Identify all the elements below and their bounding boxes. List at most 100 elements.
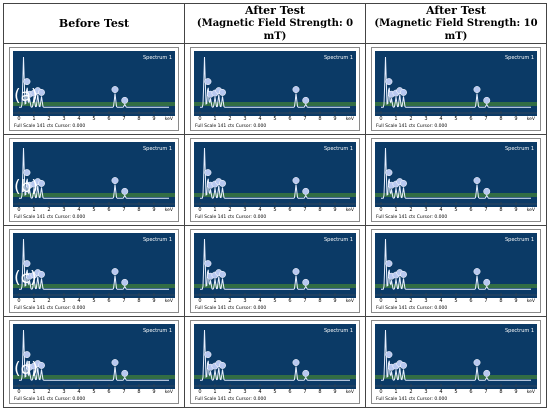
peak-marker	[473, 359, 481, 366]
x-tick-label: 7	[303, 207, 306, 213]
spectrum-title: Spectrum 1	[324, 328, 353, 334]
x-tick-label: 2	[228, 389, 231, 395]
spectrum-title: Spectrum 1	[143, 55, 172, 61]
x-tick-label: 6	[469, 116, 472, 122]
spectrum-line	[200, 329, 350, 381]
peak-marker	[121, 278, 129, 286]
x-tick-label: 7	[122, 207, 125, 213]
x-tick-label: 6	[288, 207, 291, 213]
x-tick-label: 2	[409, 298, 412, 304]
peak-marker	[204, 260, 212, 268]
x-tick-label: 9	[333, 298, 336, 304]
x-tick-label: 0	[198, 298, 201, 304]
x-tick-label: 2	[228, 298, 231, 304]
row-label-d: (d)	[14, 359, 39, 379]
peak-marker	[204, 78, 212, 86]
footer-text: Full Scale 141 cts Cursor: 0.000	[195, 214, 266, 220]
x-tick-label: 5	[273, 298, 276, 304]
x-tick-label: 9	[152, 116, 155, 122]
x-tick-label: 3	[243, 298, 246, 304]
x-tick-label: 0	[17, 207, 20, 213]
peak-marker	[473, 177, 481, 184]
peak-marker	[292, 359, 300, 366]
x-tick-label: 0	[17, 298, 20, 304]
x-tick-label: 8	[318, 116, 321, 122]
peak-marker	[292, 268, 300, 275]
baseline-band	[194, 375, 356, 379]
x-tick-label: 5	[92, 116, 95, 122]
x-tick-label: 4	[439, 298, 442, 304]
x-tick-label: 3	[243, 389, 246, 395]
x-tick-label: 4	[77, 207, 80, 213]
x-tick-label: 7	[484, 207, 487, 213]
spectrum-svg: Spectrum 1 0 1 2 3 4 5 6 7 8 9 keV Full Scale 141 ct…	[194, 142, 356, 220]
x-axis-unit: keV	[527, 116, 536, 122]
peak-marker	[292, 177, 300, 184]
x-tick-label: 9	[152, 298, 155, 304]
baseline-band	[13, 284, 175, 288]
x-tick-label: 6	[107, 116, 110, 122]
x-axis-unit: keV	[165, 389, 174, 395]
x-axis-unit: keV	[165, 298, 174, 304]
spectrum-svg: Spectrum 1 0 1 2 3 4 5 6 7 8 9 keV Full Scale 141 ct…	[13, 324, 175, 402]
x-tick-label: 1	[213, 116, 216, 122]
spectrum-line	[200, 147, 350, 199]
x-tick-label: 8	[137, 298, 140, 304]
baseline-band	[194, 102, 356, 106]
x-axis-unit: keV	[165, 207, 174, 213]
peak-marker	[219, 361, 226, 369]
x-tick-label: 6	[469, 207, 472, 213]
spectrum-line	[19, 56, 169, 108]
x-axis-unit: keV	[346, 116, 355, 122]
x-tick-label: 0	[17, 116, 20, 122]
spectrum-panel: Spectrum 1 0 1 2 3 4 5 6 7 8 9 keV Full Scale 141 ct…	[371, 138, 541, 222]
x-tick-label: 3	[62, 389, 65, 395]
spectrum-panel: Spectrum 1 0 1 2 3 4 5 6 7 8 9 keV Full Scale 141 ct…	[190, 229, 360, 313]
spectrum-panel: Spectrum 1 0 1 2 3 4 5 6 7 8 9 keV Full Scale 141 ct…	[190, 138, 360, 222]
peak-marker	[23, 351, 31, 359]
x-tick-label: 5	[92, 207, 95, 213]
spectrum-title: Spectrum 1	[324, 55, 353, 61]
footer-text: Full Scale 141 cts Cursor: 0.000	[376, 214, 447, 220]
x-tick-label: 2	[409, 207, 412, 213]
x-tick-label: 3	[424, 207, 427, 213]
x-tick-label: 4	[258, 389, 261, 395]
x-tick-label: 8	[137, 389, 140, 395]
x-tick-label: 7	[303, 389, 306, 395]
x-tick-label: 6	[107, 298, 110, 304]
peak-marker	[302, 96, 310, 104]
x-tick-label: 9	[333, 207, 336, 213]
x-tick-label: 7	[122, 116, 125, 122]
peak-marker	[219, 179, 226, 187]
spectrum-title: Spectrum 1	[143, 146, 172, 152]
spectrum-panel: Spectrum 1 0 1 2 3 4 5 6 7 8 9 keV Full Scale 141 ct…	[371, 229, 541, 313]
x-tick-label: 3	[424, 116, 427, 122]
spectra-table: Before Test After Test (Magnetic Field S…	[3, 3, 547, 408]
row-label-b: (b)	[14, 177, 39, 197]
x-tick-label: 3	[62, 298, 65, 304]
peak-marker	[483, 369, 491, 377]
x-tick-label: 2	[47, 298, 50, 304]
peak-marker	[204, 169, 212, 177]
baseline-band	[194, 284, 356, 288]
x-tick-label: 6	[288, 389, 291, 395]
x-tick-label: 0	[17, 389, 20, 395]
spectrum-title: Spectrum 1	[505, 328, 534, 334]
spectrum-svg: Spectrum 1 0 1 2 3 4 5 6 7 8 9 keV Full Scale 141 ct…	[13, 142, 175, 220]
peak-marker	[23, 169, 31, 177]
x-tick-label: 8	[318, 298, 321, 304]
x-tick-label: 6	[107, 389, 110, 395]
x-tick-label: 1	[32, 116, 35, 122]
column-header-after-0mt: After Test (Magnetic Field Strength: 0 m…	[184, 3, 366, 44]
x-tick-label: 9	[333, 116, 336, 122]
x-tick-label: 7	[484, 116, 487, 122]
spectrum-title: Spectrum 1	[505, 146, 534, 152]
x-tick-label: 9	[333, 389, 336, 395]
x-tick-label: 7	[122, 298, 125, 304]
x-tick-label: 3	[243, 207, 246, 213]
spectrum-svg: Spectrum 1 0 1 2 3 4 5 6 7 8 9 keV Full Scale 141 ct…	[375, 324, 537, 402]
row-label-c: (c)	[14, 268, 37, 288]
x-tick-label: 5	[454, 207, 457, 213]
x-tick-label: 5	[273, 207, 276, 213]
peak-marker	[219, 88, 226, 96]
